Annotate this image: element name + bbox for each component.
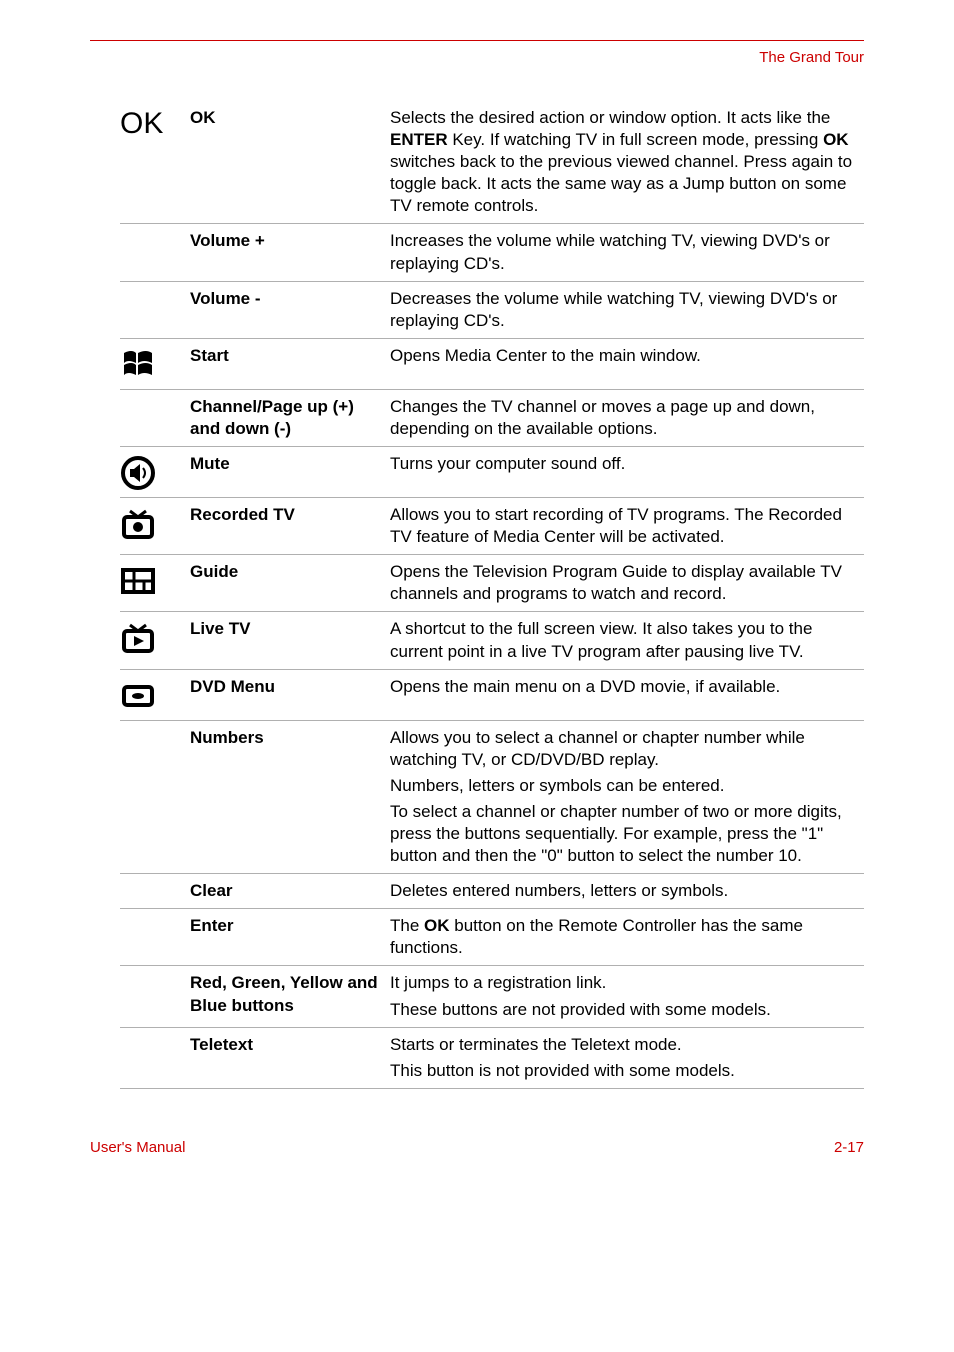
name-cell: OK (190, 107, 390, 217)
live-tv-icon (120, 620, 156, 656)
name-cell: Live TV (190, 618, 390, 662)
table-row: MuteTurns your computer sound off. (120, 447, 864, 498)
icon-cell (120, 230, 190, 274)
icon-cell (120, 676, 190, 714)
name-cell: Channel/Page up (+) and down (-) (190, 396, 390, 440)
desc-cell: Starts or terminates the Teletext mode.T… (390, 1034, 864, 1082)
icon-cell (120, 618, 190, 662)
icon-cell (120, 561, 190, 605)
ok-icon: OK (120, 109, 163, 139)
desc-cell: A shortcut to the full screen view. It a… (390, 618, 864, 662)
table-row: DVD MenuOpens the main menu on a DVD mov… (120, 670, 864, 721)
icon-cell (120, 915, 190, 959)
desc-cell: The OK button on the Remote Controller h… (390, 915, 864, 959)
name-cell: Start (190, 345, 390, 383)
guide-icon (120, 563, 156, 599)
desc-cell: Allows you to start recording of TV prog… (390, 504, 864, 548)
icon-cell (120, 880, 190, 902)
top-rule (90, 40, 864, 41)
page-header: The Grand Tour (90, 49, 864, 66)
name-cell: DVD Menu (190, 676, 390, 714)
footer-right: 2-17 (834, 1139, 864, 1156)
desc-cell: Increases the volume while watching TV, … (390, 230, 864, 274)
table-row: GuideOpens the Television Program Guide … (120, 555, 864, 612)
icon-cell (120, 396, 190, 440)
desc-cell: Opens the Television Program Guide to di… (390, 561, 864, 605)
table-row: ClearDeletes entered numbers, letters or… (120, 874, 864, 909)
desc-cell: Changes the TV channel or moves a page u… (390, 396, 864, 440)
icon-cell (120, 504, 190, 548)
table-row: Volume -Decreases the volume while watch… (120, 282, 864, 339)
footer-left: User's Manual (90, 1139, 185, 1156)
table-row: Red, Green, Yellow and Blue buttonsIt ju… (120, 966, 864, 1027)
footer: User's Manual 2-17 (90, 1139, 864, 1156)
table-row: Volume +Increases the volume while watch… (120, 224, 864, 281)
icon-cell (120, 1034, 190, 1082)
name-cell: Guide (190, 561, 390, 605)
name-cell: Volume + (190, 230, 390, 274)
name-cell: Enter (190, 915, 390, 959)
content-table: OKOKSelects the desired action or window… (120, 101, 864, 1089)
name-cell: Numbers (190, 727, 390, 868)
table-row: Live TVA shortcut to the full screen vie… (120, 612, 864, 669)
desc-cell: Turns your computer sound off. (390, 453, 864, 491)
desc-cell: Deletes entered numbers, letters or symb… (390, 880, 864, 902)
name-cell: Mute (190, 453, 390, 491)
desc-cell: Opens the main menu on a DVD movie, if a… (390, 676, 864, 714)
table-row: Recorded TVAllows you to start recording… (120, 498, 864, 555)
icon-cell (120, 727, 190, 868)
name-cell: Recorded TV (190, 504, 390, 548)
table-row: TeletextStarts or terminates the Teletex… (120, 1028, 864, 1089)
name-cell: Red, Green, Yellow and Blue buttons (190, 972, 390, 1020)
windows-icon (120, 347, 156, 383)
icon-cell (120, 453, 190, 491)
table-row: NumbersAllows you to select a channel or… (120, 721, 864, 875)
desc-cell: Allows you to select a channel or chapte… (390, 727, 864, 868)
table-row: Channel/Page up (+) and down (-)Changes … (120, 390, 864, 447)
recorded-tv-icon (120, 506, 156, 542)
desc-cell: Decreases the volume while watching TV, … (390, 288, 864, 332)
name-cell: Clear (190, 880, 390, 902)
name-cell: Volume - (190, 288, 390, 332)
mute-icon (120, 455, 156, 491)
icon-cell (120, 972, 190, 1020)
name-cell: Teletext (190, 1034, 390, 1082)
desc-cell: Selects the desired action or window opt… (390, 107, 864, 217)
icon-cell: OK (120, 107, 190, 217)
table-row: StartOpens Media Center to the main wind… (120, 339, 864, 390)
table-row: OKOKSelects the desired action or window… (120, 101, 864, 224)
icon-cell (120, 288, 190, 332)
dvd-menu-icon (120, 678, 156, 714)
icon-cell (120, 345, 190, 383)
desc-cell: It jumps to a registration link.These bu… (390, 972, 864, 1020)
desc-cell: Opens Media Center to the main window. (390, 345, 864, 383)
table-row: EnterThe OK button on the Remote Control… (120, 909, 864, 966)
